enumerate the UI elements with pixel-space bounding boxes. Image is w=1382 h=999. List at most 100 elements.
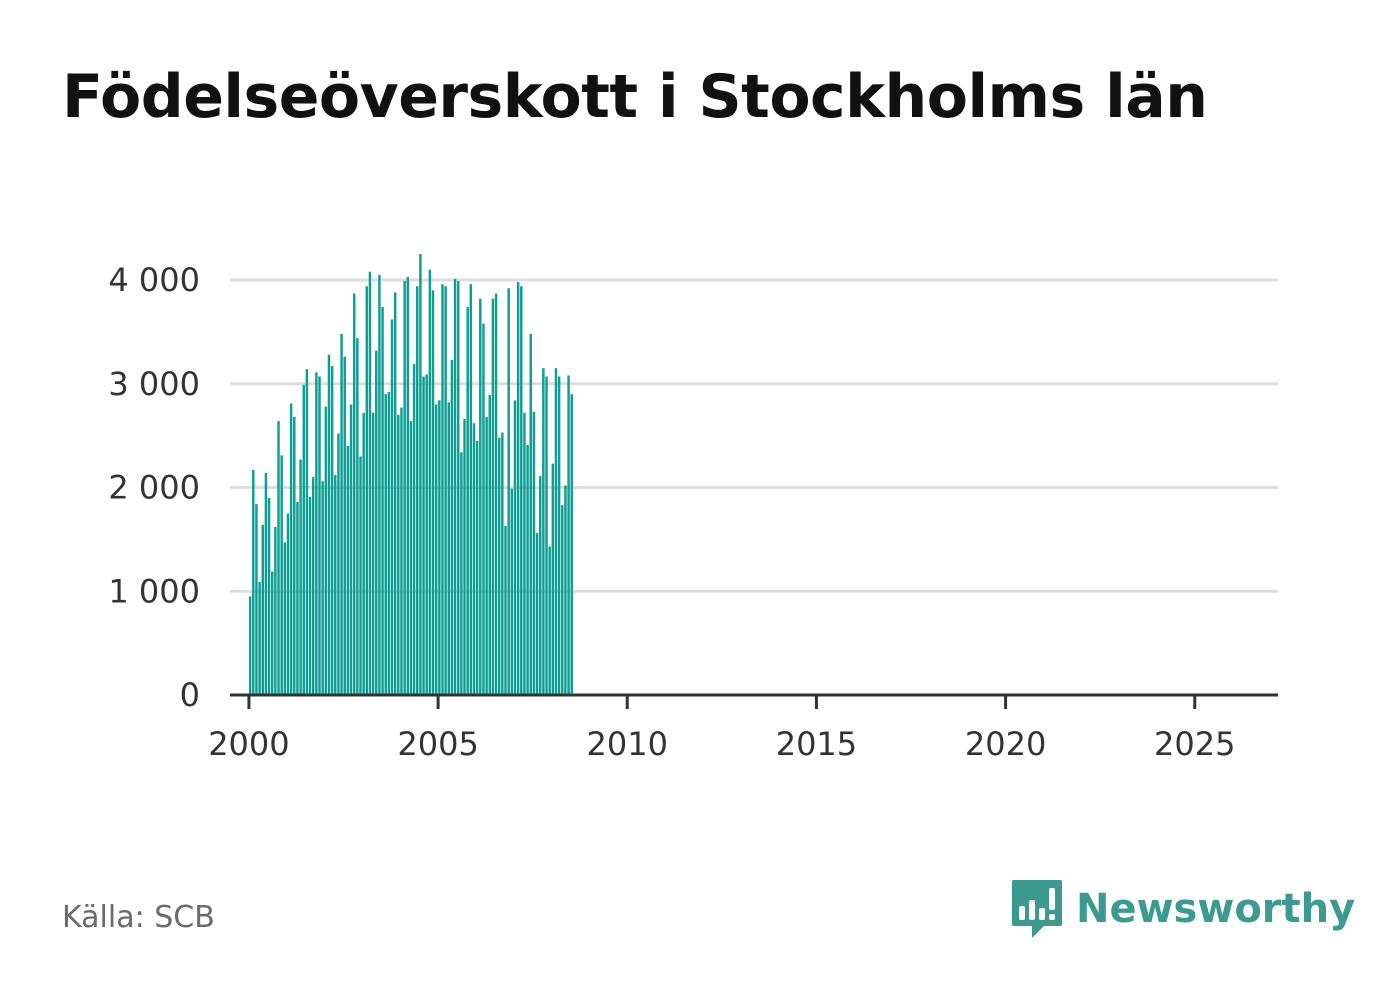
y-tick-label: 3 000 <box>108 365 200 403</box>
bar <box>438 400 441 695</box>
bar <box>387 392 391 695</box>
bar <box>469 284 473 695</box>
bar <box>548 546 551 695</box>
bar <box>346 446 350 695</box>
bar-series <box>248 254 573 696</box>
bar <box>425 374 428 695</box>
bar <box>482 323 485 695</box>
y-tick-label: 2 000 <box>108 469 200 507</box>
bar <box>289 403 293 695</box>
bar <box>371 412 375 695</box>
bar <box>381 306 384 695</box>
x-tick-label: 2025 <box>1154 725 1235 763</box>
newsworthy-icon <box>1012 880 1062 938</box>
bar <box>311 477 315 696</box>
bar <box>296 502 299 695</box>
bar <box>349 404 353 695</box>
bar <box>267 497 271 696</box>
bar <box>334 475 337 695</box>
bar <box>248 596 252 695</box>
bar <box>554 368 558 695</box>
bar <box>538 476 542 695</box>
bar <box>561 505 564 695</box>
bar <box>422 376 425 695</box>
bar <box>337 433 340 695</box>
bar <box>397 414 400 696</box>
bar <box>327 354 331 695</box>
brand-name: Newsworthy <box>1076 886 1356 932</box>
bar <box>516 282 520 695</box>
bar <box>255 504 258 695</box>
bar <box>356 338 359 695</box>
bar <box>359 456 362 696</box>
y-tick-label: 1 000 <box>108 572 200 610</box>
gridlines <box>230 278 1278 593</box>
bar <box>362 412 365 695</box>
chart-title: Födelseöverskott i Stockholms län <box>62 62 1208 132</box>
bar <box>460 452 463 695</box>
bar <box>447 402 451 695</box>
bar <box>302 384 305 695</box>
bar <box>479 298 482 695</box>
bar <box>318 376 321 695</box>
bar <box>400 407 403 695</box>
bar <box>409 421 413 695</box>
bar <box>286 513 290 695</box>
y-tick-label: 4 000 <box>108 261 200 299</box>
bar <box>416 286 419 695</box>
bar <box>542 368 545 695</box>
bar <box>567 375 570 695</box>
bar <box>431 290 435 696</box>
bar <box>520 286 523 695</box>
bar <box>252 469 255 695</box>
bar <box>280 455 283 695</box>
bar <box>403 281 406 695</box>
bar <box>463 419 466 695</box>
bar <box>365 286 369 695</box>
bar <box>264 472 268 695</box>
x-tick-label: 2000 <box>208 725 289 763</box>
bar <box>293 416 296 695</box>
bar <box>466 306 469 695</box>
bar <box>321 481 324 695</box>
bar <box>551 463 555 695</box>
bar <box>457 281 460 695</box>
y-tick-label: 0 <box>180 676 200 714</box>
bar <box>444 286 447 695</box>
bar <box>526 444 529 695</box>
brand-logo: Newsworthy <box>1010 878 1355 940</box>
bar <box>368 271 372 695</box>
bar <box>523 412 526 695</box>
x-tick-label: 2010 <box>587 725 668 763</box>
bar <box>529 333 532 695</box>
bar <box>315 372 318 695</box>
bar <box>513 400 517 695</box>
bar <box>545 376 548 695</box>
bar <box>510 488 514 695</box>
bar <box>485 416 488 695</box>
bar <box>453 278 457 695</box>
bar <box>472 423 476 695</box>
bar <box>557 376 561 695</box>
bar <box>412 364 416 695</box>
x-tick-label: 2020 <box>965 725 1046 763</box>
bar <box>507 288 510 695</box>
bar <box>501 432 504 695</box>
bar <box>406 276 410 695</box>
bar <box>258 581 261 695</box>
y-axis-ticks: 0 1 000 2 000 3 000 4 000 <box>108 261 200 714</box>
bar <box>330 366 334 695</box>
bar <box>491 298 495 695</box>
bar <box>570 394 573 696</box>
bar <box>504 525 507 695</box>
bar <box>475 440 479 695</box>
bar <box>352 293 356 695</box>
x-tick-label: 2015 <box>776 725 857 763</box>
bar <box>343 356 346 695</box>
bar <box>340 333 343 695</box>
bar <box>419 254 422 695</box>
bar <box>274 526 277 695</box>
bar <box>283 542 287 695</box>
bar <box>270 571 274 695</box>
